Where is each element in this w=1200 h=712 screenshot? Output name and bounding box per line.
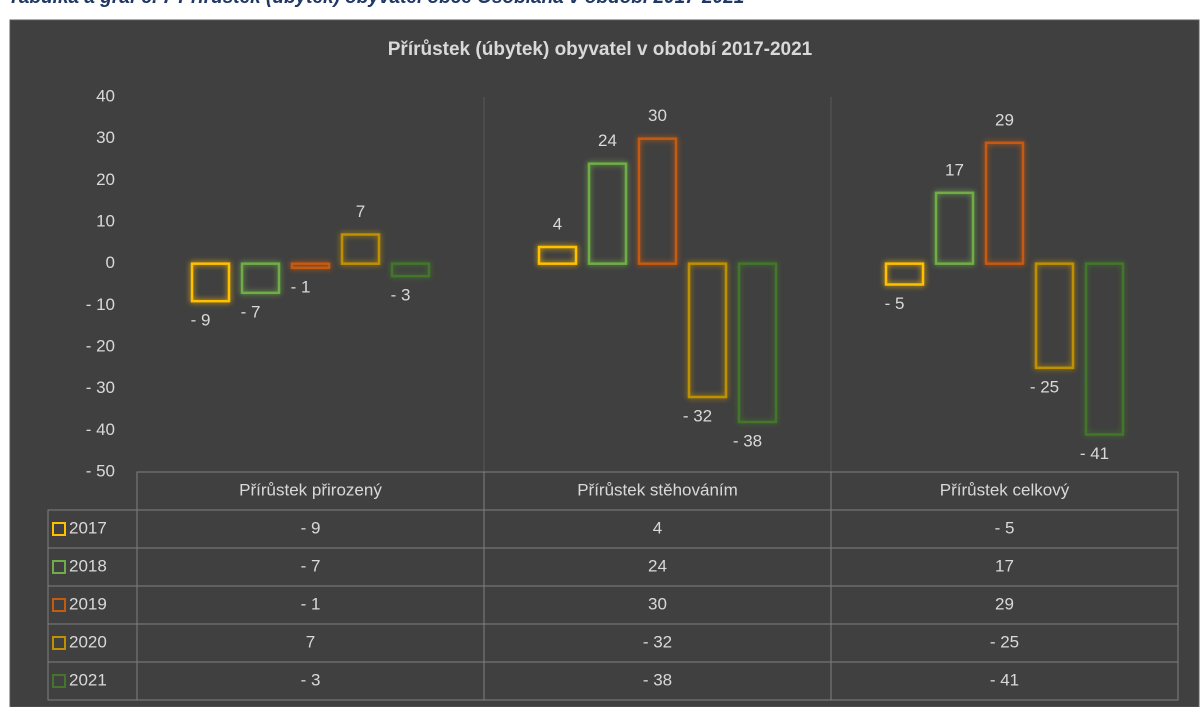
bar — [637, 137, 678, 265]
data-label: - 9 — [191, 311, 211, 330]
data-label: - 3 — [391, 286, 411, 305]
table-cell: - 3 — [301, 670, 321, 689]
table-cell: - 7 — [301, 556, 321, 575]
y-tick-label: 40 — [96, 86, 115, 105]
bar — [290, 262, 331, 270]
y-tick-label: 30 — [96, 128, 115, 147]
table-cell: - 38 — [643, 670, 672, 689]
caption: Tabulka a graf č. 7 Přírůstek (úbytek) o… — [8, 0, 744, 8]
data-label: - 1 — [291, 277, 311, 296]
x-tick-label: Přírůstek přirozený — [239, 480, 382, 499]
legend-label: 2017 — [69, 518, 107, 537]
data-label: - 32 — [683, 406, 712, 425]
bar — [587, 162, 628, 265]
legend-swatch — [52, 522, 66, 536]
data-label: - 25 — [1030, 377, 1059, 396]
table-cell: 17 — [995, 556, 1014, 575]
bar — [340, 233, 381, 265]
y-tick-label: - 20 — [86, 336, 115, 355]
legend-swatch — [52, 560, 66, 574]
legend-label: 2021 — [69, 670, 107, 689]
legend-label: 2019 — [69, 594, 107, 613]
legend-label: 2020 — [69, 632, 107, 651]
y-tick-label: - 10 — [86, 295, 115, 314]
bar — [1034, 262, 1075, 370]
data-label: - 38 — [733, 431, 762, 450]
bar — [240, 262, 281, 295]
bar — [687, 262, 728, 399]
data-label: 29 — [995, 110, 1014, 129]
x-tick-label: Přírůstek celkový — [940, 480, 1070, 499]
y-tick-label: 10 — [96, 211, 115, 230]
y-tick-label: - 30 — [86, 378, 115, 397]
bar — [884, 262, 925, 286]
bar — [1084, 262, 1125, 436]
table-cell: 24 — [648, 556, 667, 575]
table-cell: - 41 — [990, 670, 1019, 689]
table-cell: - 32 — [643, 632, 672, 651]
y-tick-label: 0 — [106, 253, 115, 272]
y-tick-label: - 50 — [86, 461, 115, 480]
table-cell: 4 — [653, 518, 662, 537]
data-label: - 5 — [885, 294, 905, 313]
table-cell: - 25 — [990, 632, 1019, 651]
bar — [984, 141, 1025, 265]
legend-label: 2018 — [69, 556, 107, 575]
bar — [737, 262, 778, 424]
table-cell: - 1 — [301, 594, 321, 613]
y-tick-label: 20 — [96, 170, 115, 189]
chart-area — [9, 19, 1200, 708]
bar — [934, 191, 975, 265]
chart-title: Přírůstek (úbytek) obyvatel v období 201… — [388, 39, 813, 60]
legend-swatch — [52, 598, 66, 612]
legend-swatch — [52, 636, 66, 650]
bar — [390, 262, 431, 278]
table-cell: - 9 — [301, 518, 321, 537]
data-label: - 7 — [241, 302, 261, 321]
table-cell: - 5 — [995, 518, 1015, 537]
data-label: 24 — [598, 131, 617, 150]
table-cell: 30 — [648, 594, 667, 613]
x-tick-label: Přírůstek stěhováním — [577, 480, 738, 499]
bar — [190, 262, 231, 303]
data-label: 17 — [945, 160, 964, 179]
bar — [537, 245, 578, 265]
data-label: 7 — [356, 202, 365, 221]
legend-swatch — [52, 674, 66, 688]
data-label: 4 — [553, 214, 562, 233]
table-cell: 29 — [995, 594, 1014, 613]
table-cell: 7 — [306, 632, 315, 651]
data-label: - 41 — [1080, 444, 1109, 463]
data-label: 30 — [648, 106, 667, 125]
y-tick-label: - 40 — [86, 420, 115, 439]
